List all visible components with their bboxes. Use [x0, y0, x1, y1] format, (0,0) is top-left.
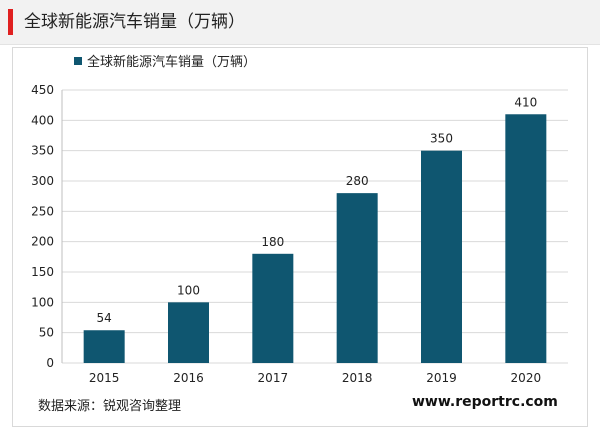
y-tick-label: 250 — [31, 204, 54, 218]
y-tick-label: 350 — [31, 144, 54, 158]
data-label: 100 — [177, 283, 200, 297]
x-tick-label: 2015 — [89, 371, 120, 385]
y-tick-label: 150 — [31, 265, 54, 279]
y-tick-label: 100 — [31, 295, 54, 309]
title-bar: 全球新能源汽车销量（万辆） — [0, 0, 600, 45]
data-label: 280 — [346, 174, 369, 188]
x-tick-label: 2017 — [258, 371, 289, 385]
y-tick-label: 400 — [31, 113, 54, 127]
chart-panel — [12, 47, 588, 427]
data-label: 350 — [430, 132, 453, 146]
y-tick-label: 50 — [39, 326, 54, 340]
bar — [83, 330, 125, 363]
bar — [421, 150, 462, 363]
legend-label: 全球新能源汽车销量（万辆） — [87, 54, 256, 70]
bar — [336, 193, 378, 363]
x-tick-label: 2016 — [173, 371, 204, 385]
data-label: 54 — [97, 311, 112, 325]
y-tick-label: 0 — [46, 356, 54, 370]
website-label: www.reportrc.com — [412, 394, 558, 410]
x-tick-label: 2018 — [342, 371, 373, 385]
x-tick-label: 2019 — [426, 371, 457, 385]
source-note: 数据来源：锐观咨询整理 — [38, 399, 182, 414]
data-label: 410 — [514, 95, 537, 109]
y-tick-label: 200 — [31, 235, 54, 249]
legend-swatch — [74, 57, 82, 65]
y-tick-label: 300 — [31, 174, 54, 188]
title-accent-bar — [8, 9, 13, 35]
y-tick-label: 450 — [31, 83, 54, 97]
x-tick-label: 2020 — [511, 371, 542, 385]
data-label: 180 — [261, 235, 284, 249]
bar — [168, 302, 209, 363]
page-title: 全球新能源汽车销量（万辆） — [24, 12, 245, 32]
bar — [252, 253, 294, 363]
bar — [505, 114, 547, 364]
